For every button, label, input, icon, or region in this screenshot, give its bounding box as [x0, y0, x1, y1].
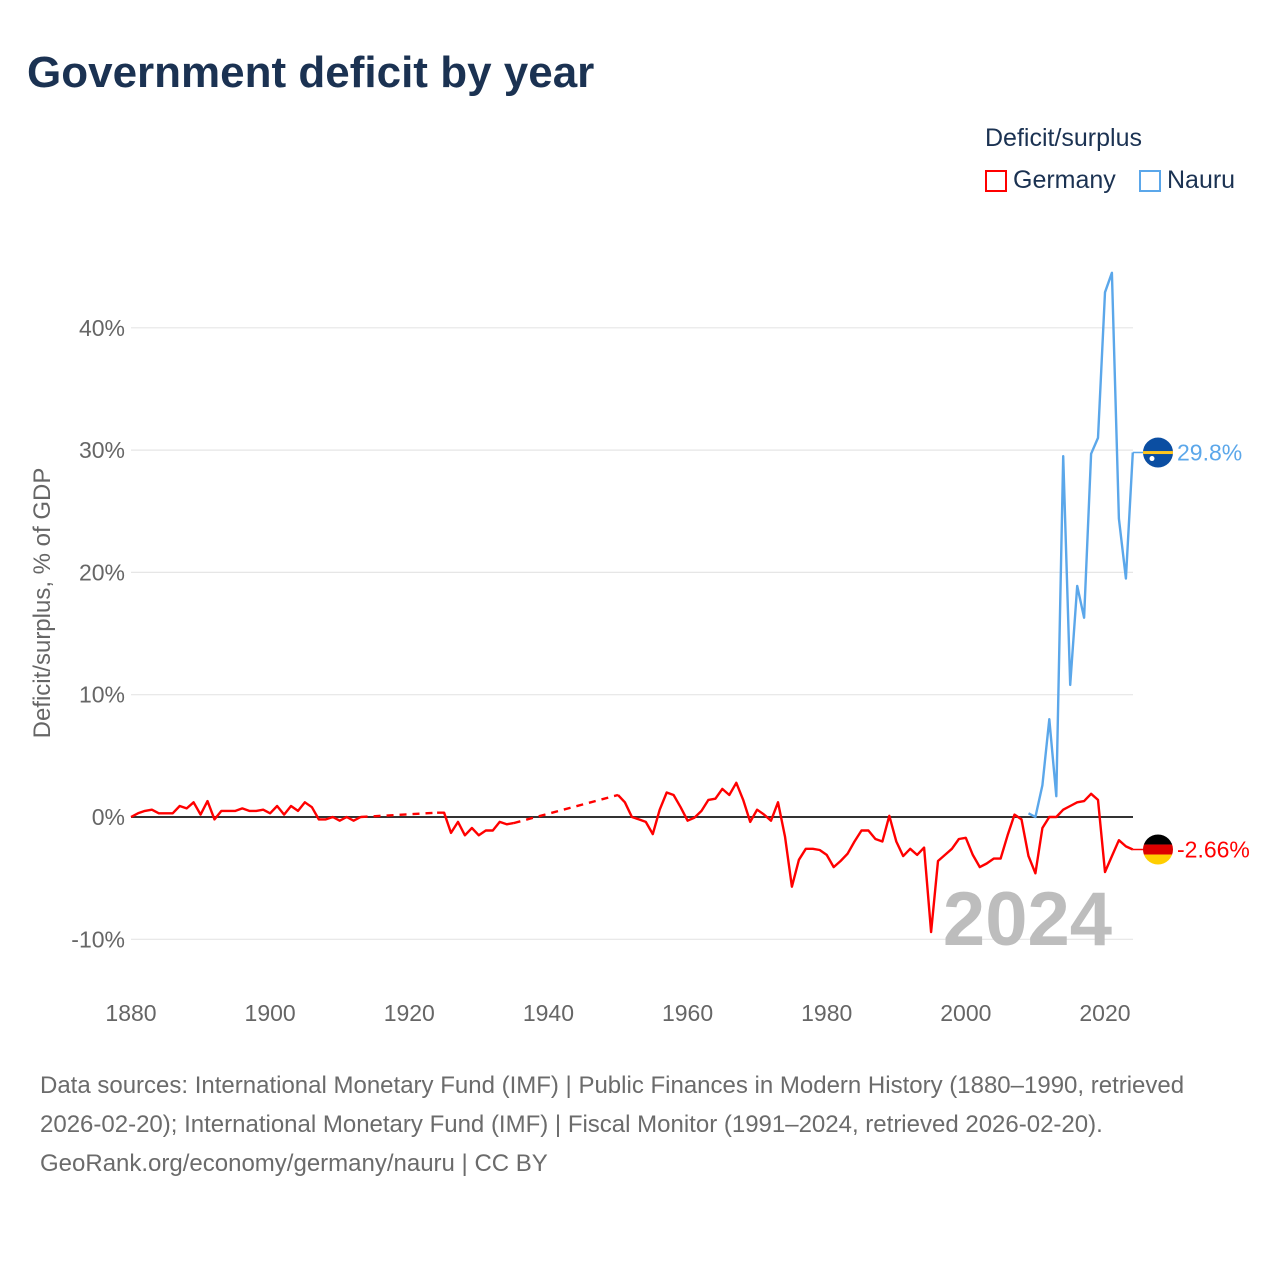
series-line-nauru[interactable]: [1027, 271, 1134, 819]
page-title: Government deficit by year: [27, 48, 595, 97]
x-tick-label: 1880: [105, 1000, 156, 1026]
footer: Data sources: International Monetary Fun…: [40, 1066, 1240, 1183]
series-line-germany[interactable]: [437, 811, 514, 837]
end-label-nauru: 29.8%: [1177, 440, 1242, 466]
series-line-germany[interactable]: [617, 781, 1134, 934]
y-tick-label: 40%: [79, 315, 125, 341]
legend-label-germany: Germany: [1013, 166, 1116, 194]
x-tick-label: 1900: [245, 1000, 296, 1026]
legend-swatch-nauru: [1139, 169, 1161, 192]
legend-label-nauru: Nauru: [1167, 166, 1236, 194]
y-tick-label: -10%: [71, 926, 125, 952]
credit-link[interactable]: GeoRank.org/economy/germany/nauru | CC B…: [40, 1150, 548, 1177]
series-line-germany[interactable]: [130, 799, 362, 822]
y-axis-label: Deficit/surplus, % of GDP: [29, 468, 56, 739]
plot-area: -10% 0% 10% 20% 30% 40% 1880 1900 1920 1940 1960 19…: [29, 271, 1250, 1026]
x-tick-label: 1920: [384, 1000, 435, 1026]
nauru-flag-icon: [1143, 437, 1173, 468]
y-tick-label: 10%: [79, 682, 125, 708]
end-label-germany: -2.66%: [1177, 837, 1250, 863]
x-tick-label: 1980: [801, 1000, 852, 1026]
x-tick-label: 1960: [662, 1000, 713, 1026]
legend-item-germany[interactable]: Germany: [985, 166, 1116, 195]
year-watermark: 2024: [943, 877, 1112, 962]
legend-title: Deficit/surplus: [985, 124, 1142, 152]
germany-flag-icon: [1143, 834, 1173, 865]
x-tick-label: 2020: [1079, 1000, 1130, 1026]
legend-swatch-germany: [985, 169, 1007, 192]
series-line-germany[interactable]: [513, 793, 619, 825]
y-tick-label: 30%: [79, 437, 125, 463]
x-tick-label: 2000: [940, 1000, 991, 1026]
y-tick-label: 0%: [92, 804, 125, 830]
data-sources: Data sources: International Monetary Fun…: [40, 1072, 1185, 1138]
legend-item-nauru[interactable]: Nauru: [1139, 166, 1235, 195]
x-tick-label: 1940: [523, 1000, 574, 1026]
y-tick-label: 20%: [79, 559, 125, 585]
